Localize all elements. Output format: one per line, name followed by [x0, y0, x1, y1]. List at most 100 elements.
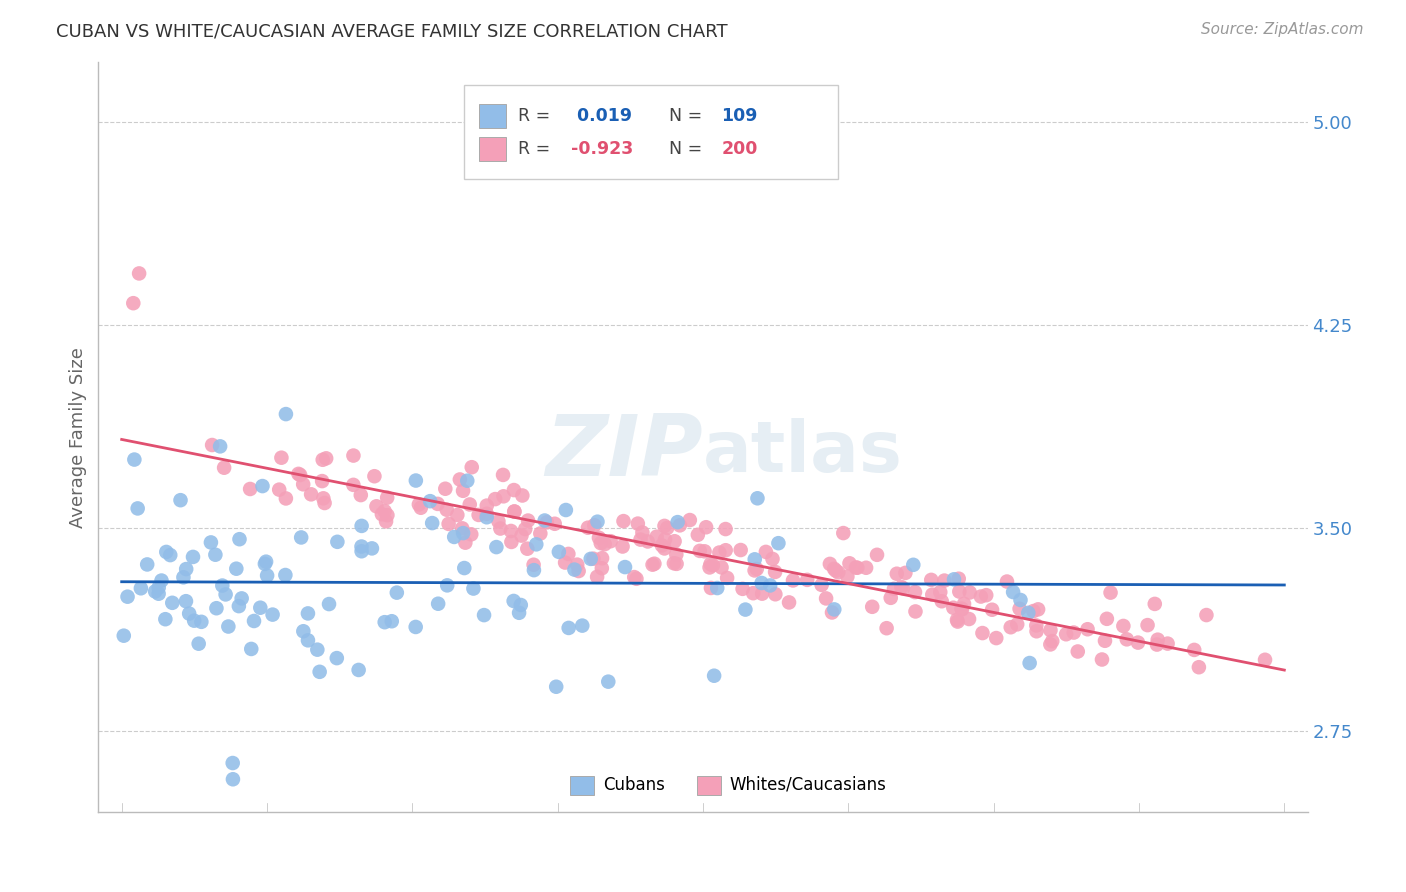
Point [972, 626, 994, 640]
Point [484, 492, 506, 507]
Point [544, 516, 567, 531]
Point [225, 562, 247, 576]
Point [702, 558, 724, 573]
Point [183, 614, 205, 628]
Point [1094, 633, 1116, 648]
Point [891, 581, 914, 595]
Point [666, 515, 689, 529]
Point [129, 581, 152, 595]
Point [903, 558, 925, 572]
Point [751, 576, 773, 591]
Point [174, 594, 197, 608]
Point [299, 487, 322, 501]
Point [1026, 602, 1049, 616]
Point [436, 502, 458, 516]
Point [716, 571, 738, 585]
FancyBboxPatch shape [697, 776, 721, 796]
Point [582, 551, 605, 566]
Point [297, 607, 319, 621]
Point [529, 526, 551, 541]
Point [643, 557, 665, 571]
Point [815, 591, 838, 606]
Point [314, 496, 336, 510]
Point [148, 587, 170, 601]
Text: ZIP: ZIP [546, 410, 703, 493]
Point [1039, 624, 1062, 638]
Point [1025, 618, 1047, 632]
Point [1017, 606, 1039, 620]
Point [589, 536, 612, 550]
Point [1067, 644, 1090, 658]
Point [427, 597, 450, 611]
Point [946, 615, 969, 629]
Point [547, 545, 569, 559]
Point [350, 519, 373, 533]
Point [419, 494, 441, 508]
Point [855, 560, 877, 574]
Point [475, 510, 498, 524]
Point [486, 514, 509, 528]
Point [782, 574, 804, 588]
Point [112, 629, 135, 643]
Point [270, 450, 292, 465]
Point [179, 607, 201, 621]
Point [472, 608, 495, 623]
Point [1112, 619, 1135, 633]
Point [381, 614, 404, 628]
Point [883, 582, 905, 596]
Point [588, 531, 610, 545]
Point [1005, 617, 1028, 632]
Point [517, 514, 540, 528]
Point [312, 452, 335, 467]
FancyBboxPatch shape [569, 776, 595, 796]
Point [502, 594, 524, 608]
Point [730, 543, 752, 558]
Point [292, 624, 315, 639]
Point [959, 585, 981, 599]
Point [1136, 618, 1159, 632]
Point [243, 614, 266, 628]
Point [755, 545, 778, 559]
Point [231, 591, 253, 606]
Point [657, 521, 679, 535]
Point [1095, 612, 1118, 626]
Point [443, 530, 465, 544]
Point [274, 491, 297, 506]
Point [818, 557, 841, 571]
Point [546, 680, 568, 694]
Point [222, 756, 245, 770]
Point [1254, 653, 1277, 667]
Point [876, 621, 898, 635]
Point [970, 590, 993, 604]
Point [485, 540, 508, 554]
Point [274, 568, 297, 582]
Point [950, 602, 973, 616]
Point [821, 606, 844, 620]
Point [824, 564, 846, 578]
Point [253, 557, 276, 571]
Point [591, 561, 613, 575]
Point [931, 594, 953, 608]
Point [627, 516, 650, 531]
Point [637, 534, 659, 549]
Point [995, 574, 1018, 589]
Point [492, 467, 515, 482]
Point [361, 541, 384, 556]
Point [453, 561, 475, 575]
Point [228, 599, 250, 613]
Point [503, 483, 526, 497]
Point [347, 663, 370, 677]
Text: 109: 109 [721, 107, 758, 126]
Point [1008, 601, 1031, 615]
Text: CUBAN VS WHITE/CAUCASIAN AVERAGE FAMILY SIZE CORRELATION CHART: CUBAN VS WHITE/CAUCASIAN AVERAGE FAMILY … [56, 22, 728, 40]
Point [1040, 634, 1063, 648]
Point [405, 474, 427, 488]
Point [350, 540, 373, 554]
Text: atlas: atlas [703, 417, 903, 486]
Point [460, 527, 482, 541]
Point [1025, 624, 1047, 639]
Point [904, 585, 927, 599]
Point [1143, 597, 1166, 611]
Point [763, 587, 786, 601]
Point [929, 585, 952, 599]
